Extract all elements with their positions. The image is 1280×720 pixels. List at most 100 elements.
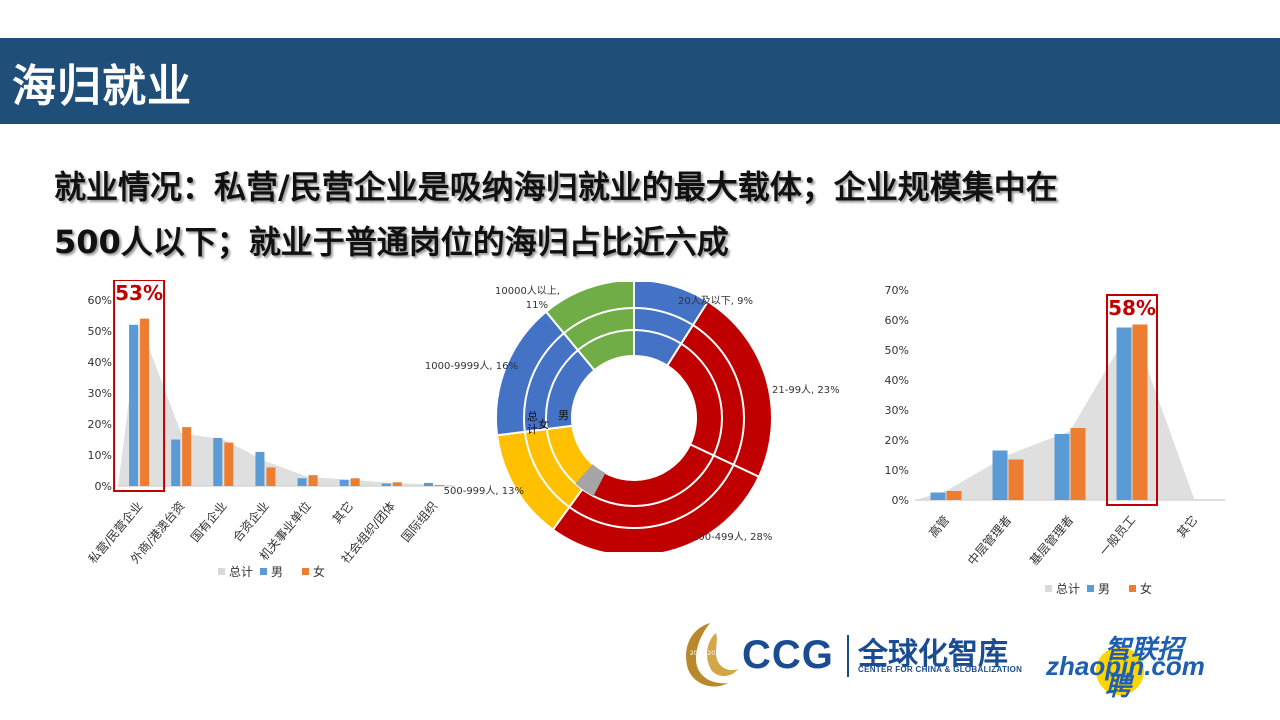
legend-label: 男 <box>1098 582 1110 596</box>
male-bar <box>339 479 349 486</box>
legend-swatch <box>218 568 225 575</box>
female-bar <box>434 485 444 486</box>
male-bar <box>1054 434 1070 500</box>
highlight-value-label: 58% <box>1108 296 1156 320</box>
category-label: 其它 <box>1173 512 1200 540</box>
female-bar <box>182 427 192 486</box>
category-label: 中层管理者 <box>964 512 1014 568</box>
y-tick-label: 10% <box>885 464 909 477</box>
ccg-logo-text: CCG <box>742 633 834 677</box>
total-area-series <box>118 321 434 486</box>
company-size-doughnut: 总计 女男 20人及以下, 9% 21-99人, 23% 100-499人, 28% 50… <box>425 282 840 552</box>
y-tick-label: 20% <box>88 418 112 431</box>
male-bar <box>930 492 946 500</box>
ring-label: 计 <box>527 423 538 436</box>
ring-label: 总 <box>527 409 538 423</box>
female-bar <box>308 475 318 486</box>
highlight-box <box>113 280 166 492</box>
slice-label-value: 11% <box>526 300 548 311</box>
category-label: 国有企业 <box>187 498 229 544</box>
y-tick-label: 20% <box>885 434 909 447</box>
zhaopin-sun-icon <box>1096 647 1144 695</box>
y-tick-label: 10% <box>88 449 112 462</box>
ccg-years-label: 2008-2018 <box>690 650 723 657</box>
ccg-emblem-icon: 2008-2018 <box>686 623 738 687</box>
legend-swatch <box>260 568 267 575</box>
male-bar <box>213 437 223 486</box>
male-bar <box>381 483 391 486</box>
slide-title: 海归就业 <box>12 61 192 112</box>
doughnut-slice <box>551 443 761 552</box>
logo-area: 2008-2018 CCG 全球化智库 CENTER FOR CHINA & G… <box>680 615 1205 705</box>
legend-label: 女 <box>1140 581 1152 596</box>
female-bar <box>1070 428 1086 500</box>
male-bar <box>171 439 181 486</box>
female-bar <box>224 442 234 486</box>
female-bar <box>946 491 962 500</box>
highlight-value-label: 53% <box>115 281 163 305</box>
male-bar <box>129 324 139 486</box>
zhaopin-english-name: zhaopin.com <box>1046 651 1205 681</box>
female-bar <box>392 482 402 486</box>
headline: 就业情况：私营/民营企业是吸纳海归就业的最大载体；企业规模集中在 500人以下；… <box>54 160 1244 270</box>
doughnut-slice <box>665 300 773 479</box>
male-bar <box>255 451 265 486</box>
doughnut-slice <box>495 310 596 437</box>
y-tick-label: 60% <box>885 314 909 327</box>
male-bar <box>423 482 433 486</box>
ccg-chinese-name: 全球化智库 <box>858 637 1008 672</box>
ring-separator <box>523 307 745 529</box>
legend-label: 总计 <box>229 565 253 579</box>
female-bar <box>1132 324 1148 500</box>
headline-line-2: 500人以下；就业于普通岗位的海归占比近六成 <box>54 223 729 261</box>
legend-label: 男 <box>271 565 283 579</box>
legend-label: 女 <box>313 564 325 579</box>
y-tick-label: 50% <box>88 325 112 338</box>
y-tick-label: 30% <box>88 387 112 400</box>
ccg-english-name: CENTER FOR CHINA & GLOBALIZATION <box>858 665 1023 674</box>
y-tick-label: 0% <box>95 480 112 493</box>
female-bar <box>1008 459 1024 500</box>
ring-label: 男 <box>558 409 569 422</box>
position-level-chart: 0% 10% 20% 30% 40% 50% 60% 70% 高管 中层管理者 基层管理者 一般员工 其… <box>885 284 1225 596</box>
highlight-box <box>1106 294 1158 506</box>
slice-label: 21-99人, 23% <box>772 384 840 396</box>
male-bar <box>297 478 307 486</box>
male-bar <box>992 450 1008 500</box>
y-tick-label: 70% <box>885 284 909 297</box>
legend-swatch <box>1045 585 1052 592</box>
legend-swatch <box>302 568 309 575</box>
slice-label: 100-499人, 28% <box>692 531 772 543</box>
doughnut-slice <box>575 464 606 497</box>
zhaopin-chinese-name: 智联招聘 <box>1105 635 1184 702</box>
category-label: 其它 <box>329 498 356 526</box>
male-bar <box>1116 327 1132 500</box>
slice-label: 500-999人, 13% <box>444 485 524 497</box>
legend-label: 总计 <box>1056 582 1080 596</box>
y-tick-label: 0% <box>892 494 909 507</box>
female-bar <box>350 478 360 486</box>
female-bar <box>140 318 150 486</box>
logo-divider <box>847 635 849 677</box>
slice-label: 10000人以上, <box>495 285 560 297</box>
legend-swatch <box>1087 585 1094 592</box>
title-bar <box>0 38 1280 124</box>
category-label: 基层管理者 <box>1026 512 1076 568</box>
category-label: 一般员工 <box>1096 512 1138 558</box>
ring-separator <box>545 329 723 507</box>
doughnut-slice <box>544 282 635 372</box>
y-tick-label: 50% <box>885 344 909 357</box>
y-tick-label: 30% <box>885 404 909 417</box>
headline-line-1: 就业情况：私营/民营企业是吸纳海归就业的最大载体；企业规模集中在 <box>54 168 1058 206</box>
female-bar <box>266 467 276 486</box>
category-label: 高管 <box>925 512 952 540</box>
slice-label: 1000-9999人, 16% <box>425 360 518 372</box>
y-tick-label: 40% <box>88 356 112 369</box>
category-label: 合资企业 <box>229 498 271 544</box>
y-tick-label: 60% <box>88 294 112 307</box>
slice-label: 20人及以下, 9% <box>678 295 753 307</box>
legend-swatch <box>1129 585 1136 592</box>
y-tick-label: 40% <box>885 374 909 387</box>
ring-label: 女 <box>538 417 549 431</box>
